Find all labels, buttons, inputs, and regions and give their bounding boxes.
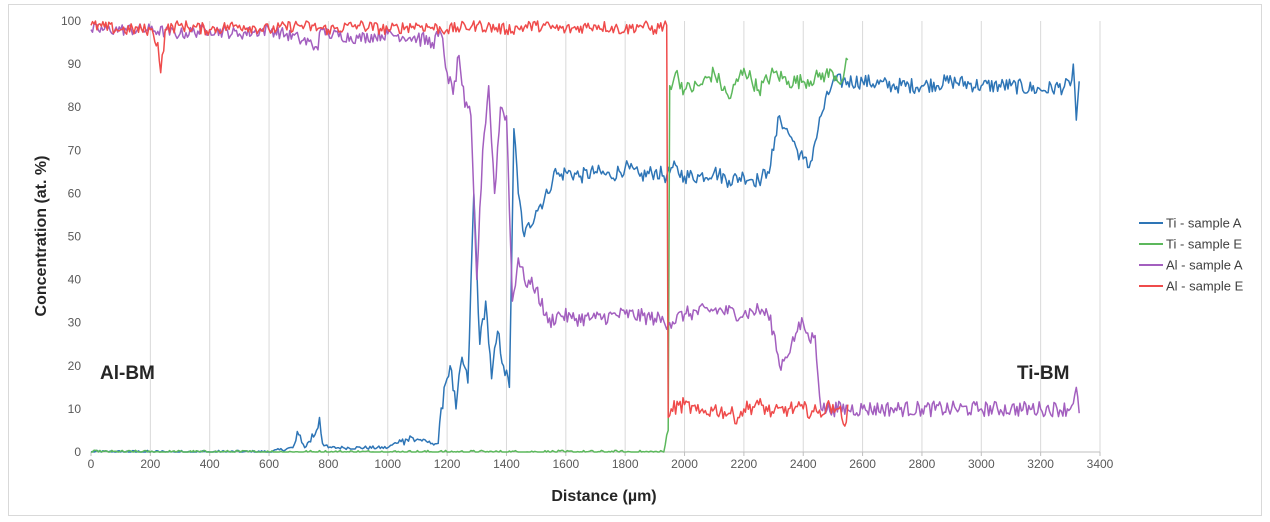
x-tick-label: 1800	[612, 457, 639, 471]
chart-frame	[8, 4, 1262, 516]
legend: Ti - sample A Ti - sample E Al - sample A A…	[1139, 216, 1244, 294]
legend-label-al-sample-e: Al - sample E	[1166, 279, 1244, 294]
y-tick-label: 80	[68, 100, 82, 114]
annotation-ti-bm: Ti-BM	[1017, 363, 1069, 384]
x-tick-label: 3400	[1087, 457, 1114, 471]
series-line-ti-sample-e	[91, 57, 849, 453]
x-tick-label: 0	[88, 457, 95, 471]
y-tick-label: 0	[74, 445, 81, 459]
y-tick-labels: 0 10 20 30 40 50 60 70 80 90 100	[61, 14, 81, 459]
y-axis-title: Concentration (at. %)	[33, 156, 50, 317]
x-axis-title: Distance (µm)	[551, 488, 656, 505]
legend-label-ti-sample-a: Ti - sample A	[1166, 216, 1242, 231]
y-tick-label: 60	[68, 186, 82, 200]
x-tick-label: 600	[259, 457, 279, 471]
legend-label-ti-sample-e: Ti - sample E	[1166, 237, 1242, 252]
y-tick-label: 90	[68, 57, 82, 71]
y-tick-label: 100	[61, 14, 81, 28]
x-tick-label: 2000	[671, 457, 698, 471]
x-tick-label: 400	[200, 457, 220, 471]
x-tick-label: 3200	[1027, 457, 1054, 471]
x-tick-label: 200	[140, 457, 160, 471]
x-tick-label: 3000	[968, 457, 995, 471]
x-tick-label: 800	[318, 457, 338, 471]
series-line-al-sample-e	[90, 20, 849, 427]
x-tick-label: 1200	[434, 457, 461, 471]
legend-label-al-sample-a: Al - sample A	[1166, 258, 1243, 273]
y-tick-label: 40	[68, 273, 82, 287]
x-tick-labels: 0 200 400 600 800 1000 1200 1400 1600 1800 2000 220…	[88, 457, 1114, 471]
y-tick-label: 30	[68, 316, 82, 330]
y-tick-label: 20	[68, 359, 82, 373]
x-tick-label: 2600	[849, 457, 876, 471]
x-tick-label: 1000	[374, 457, 401, 471]
x-tick-label: 2400	[790, 457, 817, 471]
y-tick-label: 10	[68, 402, 82, 416]
x-tick-label: 2200	[731, 457, 758, 471]
gridlines	[149, 21, 1101, 452]
y-tick-label: 50	[68, 230, 82, 244]
x-tick-label: 1400	[493, 457, 520, 471]
series-line-ti-sample-a	[90, 63, 1080, 453]
x-tick-label: 1600	[552, 457, 579, 471]
x-tick-label: 2800	[909, 457, 936, 471]
annotation-al-bm: Al-BM	[100, 363, 155, 384]
series-lines	[90, 20, 1080, 453]
y-tick-label: 70	[68, 143, 82, 157]
